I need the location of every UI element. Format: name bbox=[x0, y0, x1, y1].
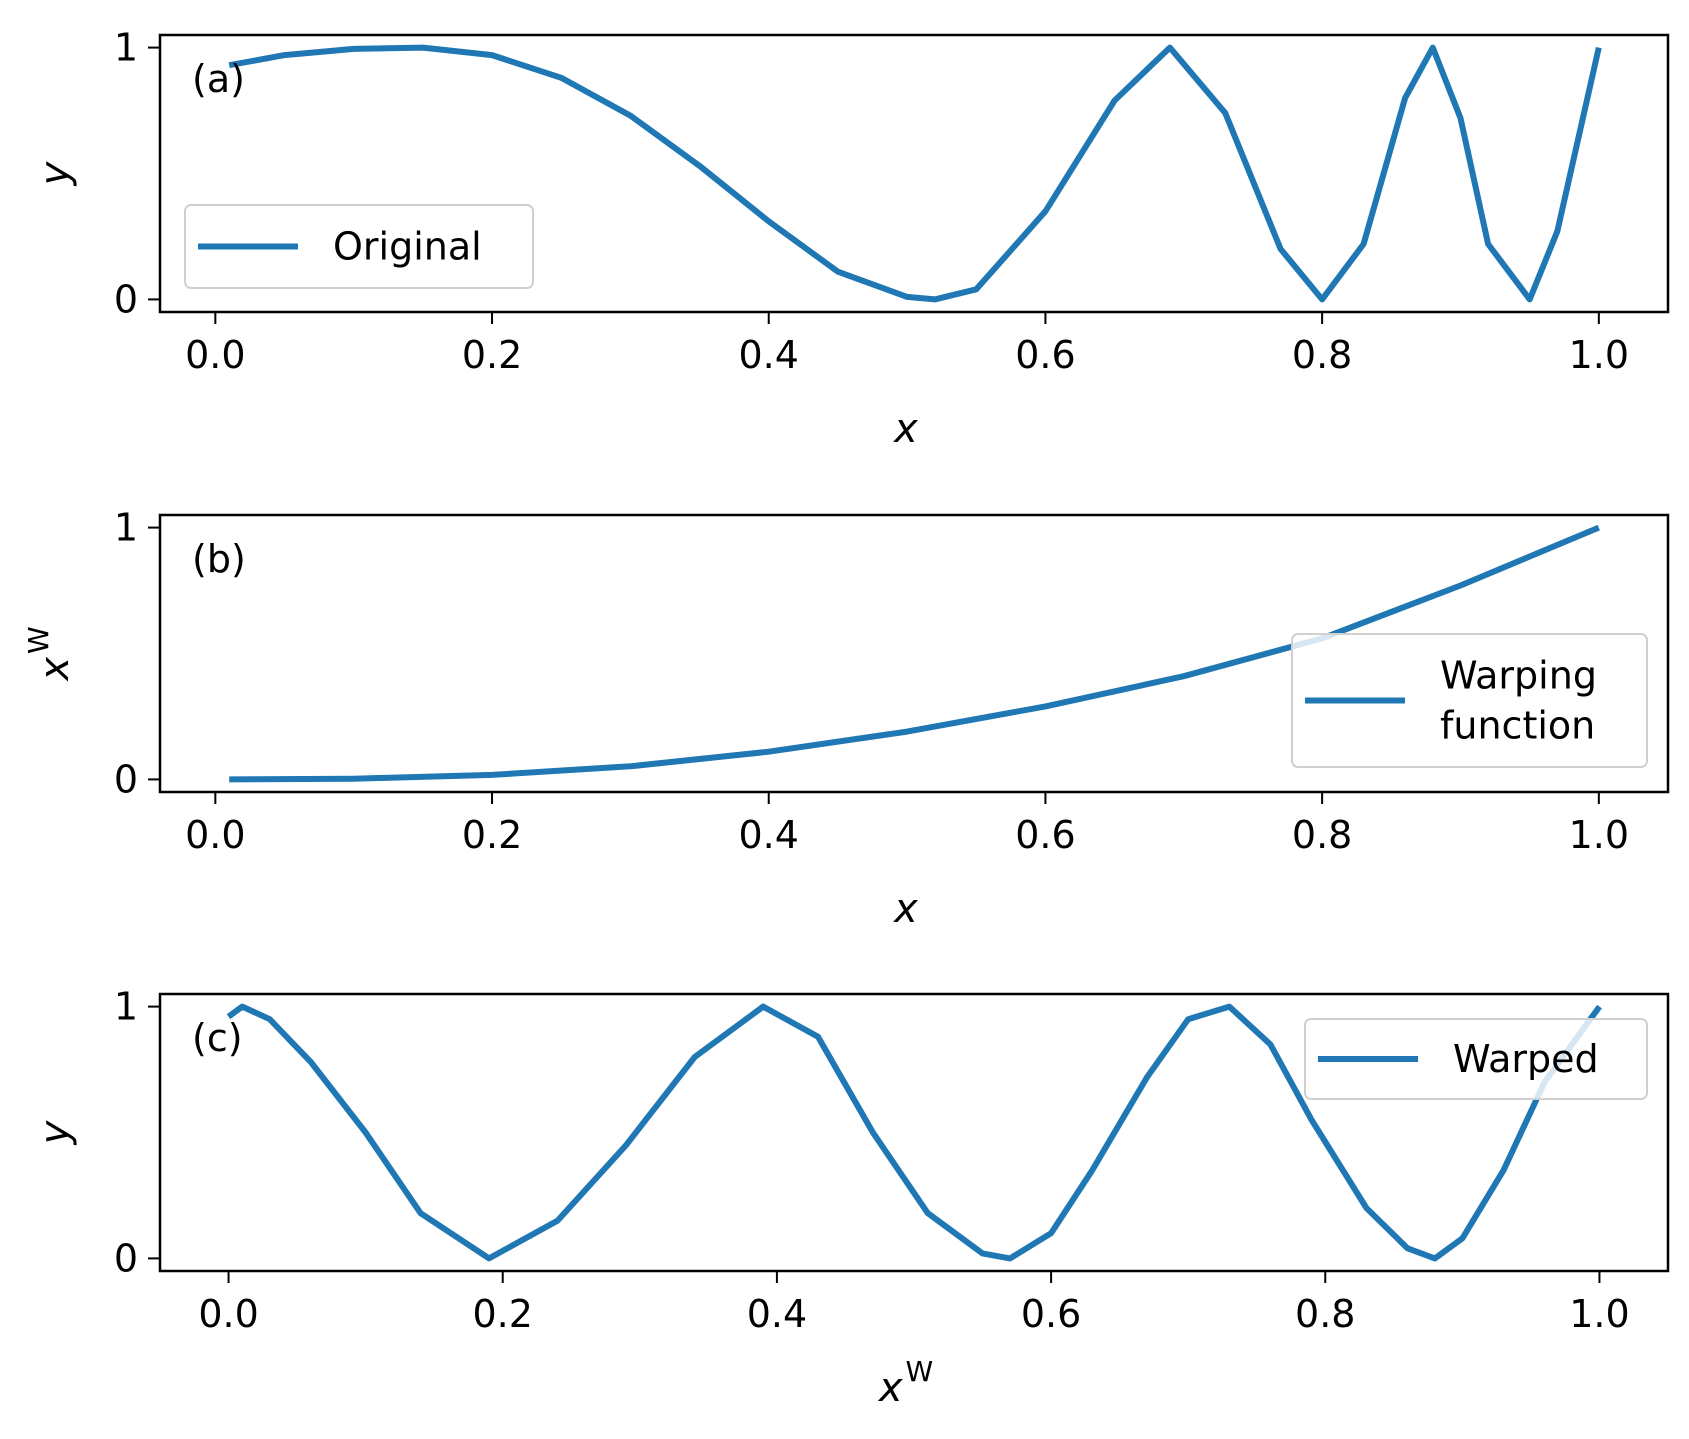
series-line-0 bbox=[228, 44, 1602, 303]
panel-tag: (c) bbox=[192, 1016, 243, 1060]
axes-frame bbox=[158, 992, 1670, 1273]
legend-box bbox=[184, 204, 534, 289]
series-line-0 bbox=[226, 1003, 1602, 1262]
axes-frame bbox=[158, 513, 1670, 794]
y-axis-label: y bbox=[32, 1119, 78, 1145]
x-tick-label: 0.0 bbox=[185, 333, 245, 377]
x-axis-label-text: x bbox=[877, 1365, 903, 1411]
legend: Original bbox=[184, 204, 534, 289]
y-axis-label-text: y bbox=[32, 1119, 78, 1145]
series-line-0 bbox=[229, 524, 1600, 783]
x-tick-label: 0.6 bbox=[1021, 1292, 1081, 1336]
y-axis-label-text: x bbox=[32, 657, 78, 683]
y-tick-label: 0 bbox=[114, 277, 138, 321]
legend-box bbox=[1304, 1018, 1648, 1100]
x-tick-label: 0.4 bbox=[739, 333, 799, 377]
x-tick-label: 0.8 bbox=[1292, 813, 1352, 857]
x-tick-label: 1.0 bbox=[1569, 333, 1629, 377]
panel-tag: (a) bbox=[192, 57, 245, 101]
y-tick-label: 0 bbox=[114, 1236, 138, 1280]
x-tick-label: 0.2 bbox=[473, 1292, 533, 1336]
legend-label-line: function bbox=[1440, 704, 1595, 748]
y-axis-label-text: y bbox=[32, 160, 78, 186]
x-axis-label: x bbox=[892, 886, 918, 932]
x-tick-label: 0.6 bbox=[1015, 333, 1075, 377]
x-tick-label: 0.2 bbox=[462, 813, 522, 857]
y-axis-label: y bbox=[32, 160, 78, 186]
axes-frame bbox=[158, 33, 1670, 314]
y-tick-label: 1 bbox=[114, 506, 138, 550]
legend-label-line: Warping bbox=[1440, 654, 1597, 698]
y-tick-label: 1 bbox=[114, 26, 138, 70]
x-tick-label: 1.0 bbox=[1569, 1292, 1629, 1336]
x-tick-label: 0.0 bbox=[185, 813, 245, 857]
legend: Warped bbox=[1304, 1018, 1648, 1100]
panel-tag: (b) bbox=[192, 537, 246, 581]
y-tick-label: 1 bbox=[114, 985, 138, 1029]
x-axis-label-text: x bbox=[892, 406, 918, 452]
x-axis-label-text: x bbox=[892, 886, 918, 932]
legend-label: Original bbox=[333, 225, 482, 269]
panel-b: 0.0 0.2 0.4 0.6 0.8 1.001xxW(b)Warpingfunctio… bbox=[22, 506, 1670, 932]
x-axis-label: x bbox=[892, 406, 918, 452]
x-tick-label: 0.2 bbox=[462, 333, 522, 377]
x-tick-label: 0.8 bbox=[1295, 1292, 1355, 1336]
x-tick-label: 0.4 bbox=[739, 813, 799, 857]
y-axis-label: xW bbox=[22, 626, 78, 682]
panel-a: 0.0 0.2 0.4 0.6 0.8 1.0 0 1 x y (a) Original bbox=[32, 26, 1670, 452]
x-tick-label: 1.0 bbox=[1569, 813, 1629, 857]
legend-label: Warped bbox=[1453, 1037, 1599, 1081]
x-tick-label: 0.0 bbox=[198, 1292, 258, 1336]
x-tick-label: 0.6 bbox=[1015, 813, 1075, 857]
x-tick-label: 0.4 bbox=[747, 1292, 807, 1336]
x-tick-label: 0.8 bbox=[1292, 333, 1352, 377]
legend: Warping function bbox=[1291, 633, 1648, 768]
y-tick-label: 0 bbox=[114, 757, 138, 801]
y-axis-label-superscript: W bbox=[22, 626, 55, 654]
legend-box bbox=[1291, 633, 1648, 768]
x-axis-label-superscript: W bbox=[905, 1355, 933, 1388]
